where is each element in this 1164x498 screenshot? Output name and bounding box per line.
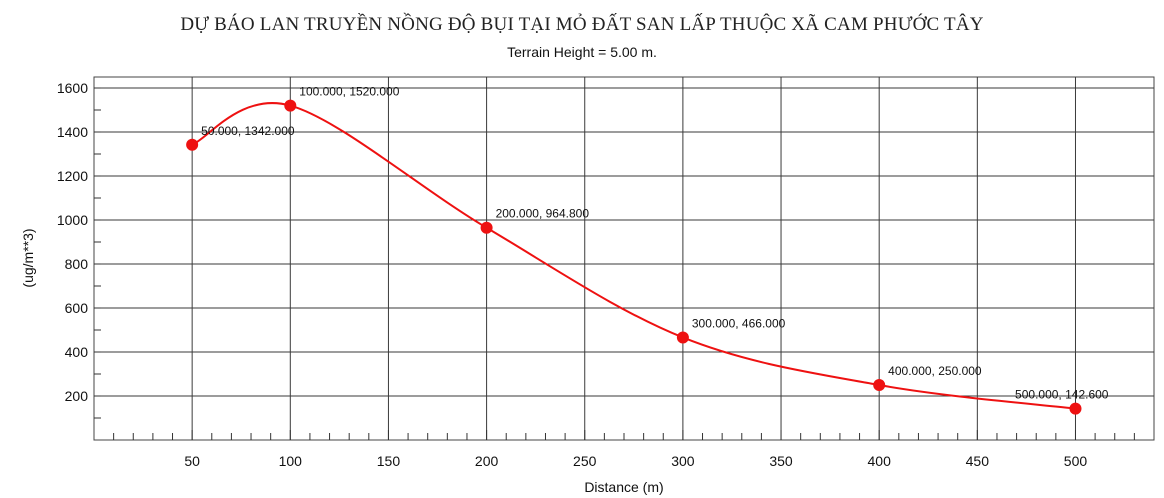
- data-point: [873, 379, 886, 391]
- grid: [94, 77, 1154, 440]
- data-label: 100.000, 1520.000: [299, 85, 399, 99]
- x-tick-label: 400: [868, 453, 892, 469]
- y-tick-label: 1200: [57, 168, 88, 184]
- data-label: 300.000, 466.000: [692, 316, 786, 330]
- x-tick-label: 450: [966, 453, 990, 469]
- data-point: [1069, 402, 1082, 415]
- x-tick-label: 150: [377, 453, 401, 469]
- data-point: [186, 138, 199, 151]
- x-tick-label: 50: [184, 453, 200, 469]
- data-label: 500.000, 142.600: [1015, 388, 1109, 402]
- x-tick-label: 200: [475, 453, 499, 469]
- minor-ticks: [94, 87, 1135, 440]
- x-axis-label: Distance (m): [584, 479, 663, 495]
- x-tick-label: 100: [279, 453, 303, 469]
- data-point: [676, 331, 689, 344]
- y-axis-label: (ug/m**3): [20, 228, 36, 287]
- chart-title: DỰ BÁO LAN TRUYỀN NỒNG ĐỘ BỤI TẠI MỎ ĐẤT…: [180, 14, 984, 35]
- y-tick-label: 1400: [57, 124, 88, 140]
- x-tick-label: 350: [769, 453, 793, 469]
- data-label: 200.000, 964.800: [496, 207, 590, 221]
- x-tick-label: 250: [573, 453, 597, 469]
- x-tick-label: 500: [1064, 453, 1088, 469]
- data-point: [284, 99, 297, 112]
- data-label: 400.000, 250.000: [888, 364, 982, 378]
- y-tick-label: 400: [65, 344, 89, 360]
- y-tick-label: 1000: [57, 212, 88, 228]
- data-point: [480, 221, 493, 234]
- y-tick-label: 200: [65, 388, 89, 404]
- x-tick-labels: 50 100 150 200 250 300 350 400 450 500: [184, 453, 1087, 469]
- data-points: 50.000, 1342.000 100.000, 1520.000 200.000…: [186, 85, 1109, 415]
- y-tick-label: 600: [65, 300, 89, 316]
- y-tick-label: 800: [65, 256, 89, 272]
- chart-subtitle: Terrain Height = 5.00 m.: [507, 44, 657, 60]
- data-label: 50.000, 1342.000: [201, 124, 295, 138]
- y-tick-label: 1600: [57, 80, 88, 96]
- x-tick-label: 300: [671, 453, 695, 469]
- y-tick-labels: 200 400 600 800 1000 1200 1400 1600: [57, 80, 88, 404]
